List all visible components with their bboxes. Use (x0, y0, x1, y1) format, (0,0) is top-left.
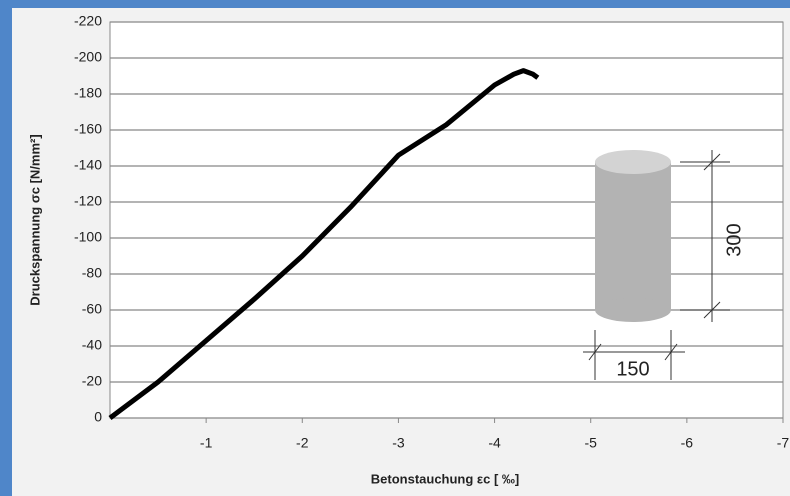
y-tick-label: -200 (74, 49, 102, 65)
y-tick-label: -140 (74, 157, 102, 173)
y-tick-label: -100 (74, 229, 102, 245)
y-tick-label: -80 (82, 265, 102, 281)
x-tick-label: -5 (584, 435, 597, 451)
y-tick-label: -220 (74, 13, 102, 29)
x-tick-label: -4 (488, 435, 501, 451)
y-tick-label: -120 (74, 193, 102, 209)
y-tick-label: -60 (82, 301, 102, 317)
y-axis-title: Druckspannung σc [N/mm²] (27, 134, 42, 305)
diameter-label: 150 (616, 358, 649, 380)
y-tick-label: -180 (74, 85, 102, 101)
y-tick-label: -20 (82, 373, 102, 389)
x-tick-label: -6 (681, 435, 694, 451)
page: {"chart_data": {"type": "line", "x_label… (0, 0, 790, 496)
chart: Betonstauchung εc [ ‰] Druckspannung σc … (0, 0, 790, 496)
x-tick-label: -3 (392, 435, 405, 451)
plot-area (110, 22, 783, 418)
y-tick-label: -40 (82, 337, 102, 353)
y-tick-label: 0 (94, 409, 102, 425)
x-tick-label: -2 (296, 435, 309, 451)
x-tick-label: -1 (200, 435, 213, 451)
x-tick-label: -7 (777, 435, 790, 451)
y-tick-label: -160 (74, 121, 102, 137)
x-axis-title: Betonstauchung εc [ ‰] (371, 471, 519, 486)
height-label: 300 (723, 223, 745, 256)
